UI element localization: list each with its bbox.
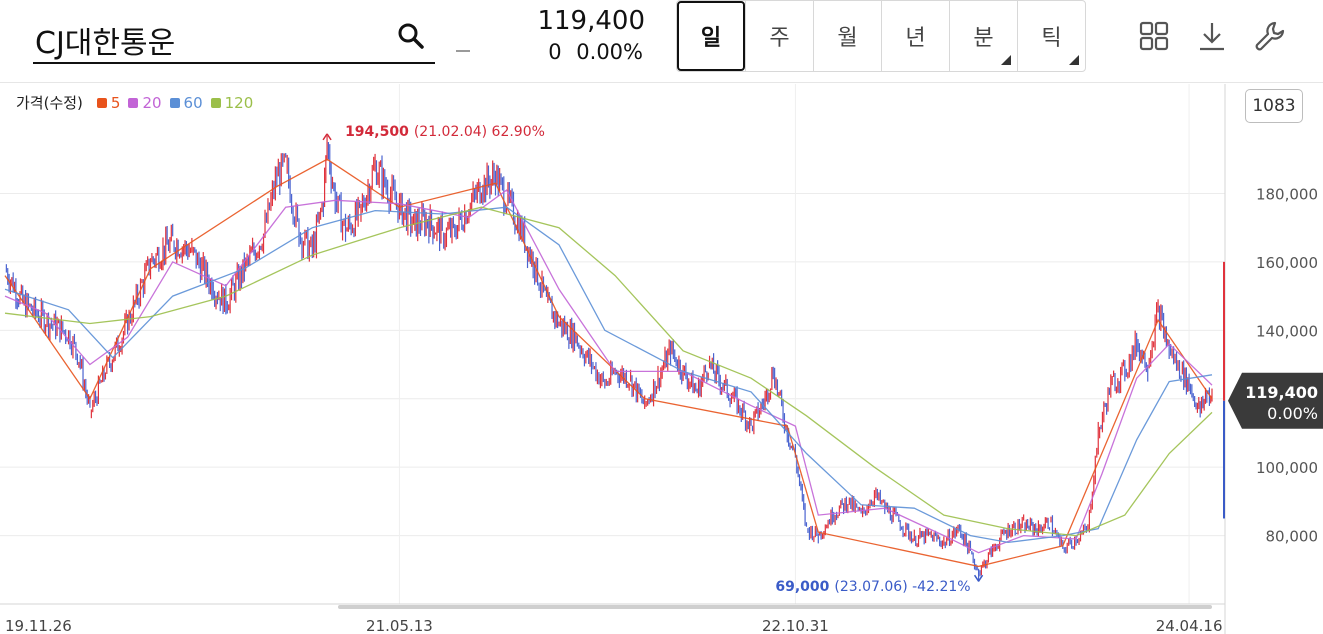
legend-swatch bbox=[96, 97, 107, 108]
current-price-tag bbox=[1228, 372, 1323, 429]
x-tick-label: 21.05.13 bbox=[366, 617, 433, 634]
wrench-icon[interactable] bbox=[1252, 18, 1288, 54]
y-tick-label: 160,000 bbox=[1256, 254, 1318, 272]
period-tab-4[interactable]: 분 bbox=[949, 1, 1017, 71]
current-price: 119,400 bbox=[537, 6, 645, 36]
moving-average-60-line bbox=[4, 206, 1213, 544]
x-tick-label: 22.10.31 bbox=[762, 617, 829, 634]
legend-label: 5 bbox=[110, 93, 121, 112]
toolbar bbox=[1136, 18, 1288, 54]
legend-label: 120 bbox=[224, 93, 254, 112]
x-tick-label: 24.04.16 bbox=[1156, 617, 1223, 634]
change-value: 0 bbox=[548, 40, 562, 64]
change-percent: 0.00% bbox=[576, 40, 643, 64]
legend-label: 20 bbox=[142, 93, 162, 112]
period-tab-0[interactable]: 일 bbox=[677, 1, 745, 71]
y-tick-label: 80,000 bbox=[1266, 528, 1319, 546]
visible-count-badge[interactable]: 1083 bbox=[1245, 89, 1303, 123]
current-price-tag-value: 119,400 bbox=[1245, 383, 1318, 402]
period-tab-label: 주 bbox=[769, 26, 790, 51]
stock-name[interactable]: CJ대한통운 bbox=[35, 26, 176, 61]
period-tab-label: 분 bbox=[973, 26, 994, 51]
y-tick-label: 140,000 bbox=[1256, 322, 1318, 340]
current-price-tag-percent: 0.00% bbox=[1267, 404, 1318, 423]
period-tab-2[interactable]: 월 bbox=[813, 1, 881, 71]
y-tick-label: 180,000 bbox=[1256, 185, 1318, 203]
low-annotation: 69,000 (23.07.06) -42.21% bbox=[775, 579, 970, 595]
submenu-corner-icon bbox=[1069, 55, 1079, 65]
high-annotation: 194,500 (21.02.04) 62.90% bbox=[345, 124, 545, 140]
high-detail: (21.02.04) 62.90% bbox=[414, 124, 545, 140]
legend-label: 60 bbox=[183, 93, 203, 112]
legend-item-ma5[interactable]: 5 bbox=[96, 93, 121, 112]
high-value: 194,500 bbox=[345, 124, 409, 140]
legend-item-ma20[interactable]: 20 bbox=[128, 93, 162, 112]
period-tab-label: 년 bbox=[905, 26, 926, 51]
low-marker-icon bbox=[973, 574, 984, 582]
period-tab-label: 월 bbox=[837, 26, 858, 51]
legend-swatch bbox=[169, 97, 180, 108]
moving-average-120-line bbox=[4, 206, 1213, 537]
moving-average-5-line bbox=[4, 158, 1213, 568]
search-icon[interactable] bbox=[397, 22, 425, 54]
legend-swatch bbox=[128, 97, 139, 108]
period-tab-1[interactable]: 주 bbox=[745, 1, 813, 71]
stock-search-box[interactable]: CJ대한통운 bbox=[33, 10, 435, 64]
legend-title: 가격(수정) bbox=[16, 94, 83, 112]
download-icon[interactable] bbox=[1194, 18, 1230, 54]
moving-average-20-line bbox=[4, 189, 1213, 554]
legend-swatch bbox=[210, 97, 221, 108]
submenu-corner-icon bbox=[1001, 55, 1011, 65]
period-tab-label: 틱 bbox=[1041, 26, 1062, 51]
x-tick-label: 19.11.26 bbox=[5, 617, 72, 634]
period-tab-label: 일 bbox=[700, 26, 722, 51]
legend-item-ma60[interactable]: 60 bbox=[169, 93, 203, 112]
period-tab-3[interactable]: 년 bbox=[881, 1, 949, 71]
low-value: 69,000 bbox=[775, 579, 829, 595]
chart-legend: 가격(수정) 5 20 60 120 bbox=[16, 92, 261, 113]
top-bar: CJ대한통운 119,400 0 0.00% 일 주 월 년 분 틱 bbox=[0, 0, 1323, 83]
high-marker-icon bbox=[322, 133, 332, 141]
price-candles bbox=[5, 135, 1213, 582]
y-tick-label: 100,000 bbox=[1256, 459, 1318, 477]
period-tab-5[interactable]: 틱 bbox=[1017, 1, 1085, 71]
price-change: 0 0.00% bbox=[540, 40, 643, 64]
dash-separator bbox=[456, 50, 470, 52]
horizontal-scrollbar bbox=[338, 605, 1212, 609]
legend-item-ma120[interactable]: 120 bbox=[210, 93, 254, 112]
grid-layout-icon[interactable] bbox=[1136, 18, 1172, 54]
low-detail: (23.07.06) -42.21% bbox=[834, 579, 970, 595]
